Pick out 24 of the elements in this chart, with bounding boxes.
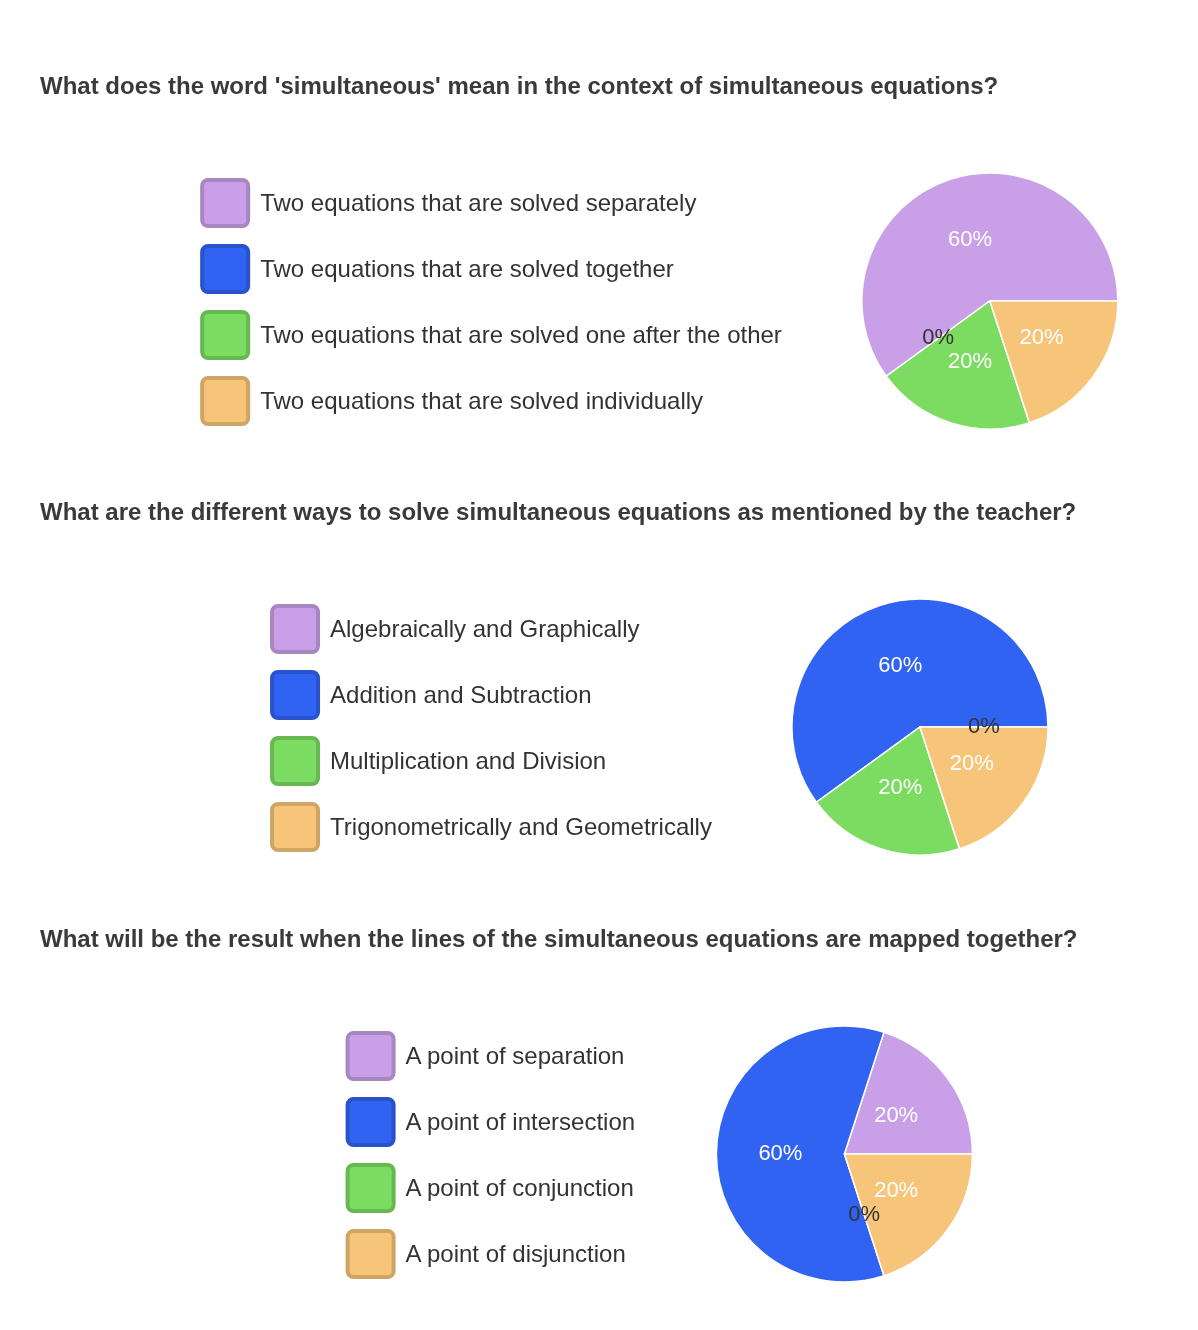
legend-label: Two equations that are solved individually <box>260 387 704 414</box>
legend-label: Algebraically and Graphically <box>330 615 640 642</box>
legend-label: Two equations that are solved separately <box>260 189 697 216</box>
data-label: 20% <box>948 347 993 373</box>
legend-label: Two equations that are solved together <box>260 255 674 282</box>
legend-label: Two equations that are solved one after the other <box>260 321 782 348</box>
legend-label: A point of separation <box>405 1042 625 1069</box>
legend-label: Multiplication and Division <box>330 747 607 774</box>
data-label: 20% <box>949 750 994 776</box>
legend-label: A point of intersection <box>405 1108 636 1135</box>
legend-label: Addition and Subtraction <box>330 681 592 708</box>
data-label: 20% <box>874 1177 919 1203</box>
data-label: 20% <box>1019 324 1064 350</box>
data-label: 60% <box>948 225 993 251</box>
data-label: 20% <box>878 773 923 799</box>
legend-label: Trigonometrically and Geometrically <box>330 813 712 840</box>
legend-label: A point of disjunction <box>405 1240 626 1267</box>
data-label: 20% <box>874 1102 919 1128</box>
data-label: 60% <box>878 651 923 677</box>
chart-title: What are the different ways to solve simultaneous equations as mentioned by the teacher? <box>40 498 1077 525</box>
legend-label: A point of conjunction <box>405 1174 634 1201</box>
data-label: 60% <box>758 1139 803 1165</box>
chart-title: What will be the result when the lines of the simultaneous equations are mapped together? <box>40 925 1078 952</box>
chart-title: What does the word 'simultaneous' mean in the context of simultaneous equations? <box>40 72 999 99</box>
